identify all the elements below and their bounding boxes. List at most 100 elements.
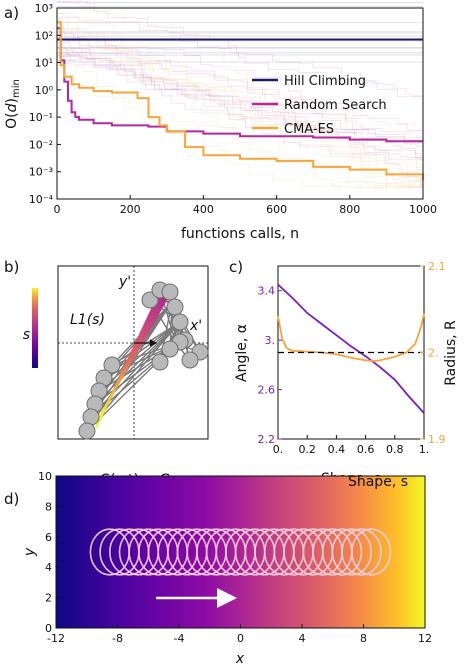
legend-random-search: Random Search [284,98,387,113]
background-trace [57,27,424,186]
panel-a-label: a) [4,4,19,22]
background-trace [57,13,424,188]
x-tick-label: 8 [360,632,367,645]
panel-c-ylabel-left: Angle, α [234,324,250,382]
background-trace [57,50,424,188]
panel-a-frame [56,7,424,200]
trajectory-loop [351,528,392,576]
panel-c-series [277,283,425,414]
background-trace [57,47,424,164]
link-rod [98,321,181,392]
background-trace [57,60,424,149]
panel-a-series [57,21,424,180]
y-tick-label: 4 [45,561,52,574]
panel-b-label: b) [4,258,19,276]
trajectory-loop [331,528,372,576]
panel-a-xlabel: functions calls, n [181,226,299,242]
panel-d-label: d) [4,490,19,508]
x-tick-label: 1000 [409,203,437,216]
series-line-radius [277,313,425,363]
x-tick-label: -4 [174,632,185,645]
background-trace [57,36,424,139]
background-trace [57,46,424,161]
panel-a-ylabel: O(d)min [4,79,22,129]
x-tick-label: 0. [273,443,284,456]
panel-b-colorbar [32,288,38,368]
panel-c-ylabel-right: Radius, R [443,320,459,386]
x-tick-label: 0 [54,203,61,216]
joint-ball [181,351,199,369]
background-trace [57,52,424,164]
background-trace [57,1,424,181]
joint-ball [103,356,121,374]
panel-d-xlabel: x [235,651,245,667]
panel-b-xprime-label: x' [189,318,202,334]
shape-curve [99,299,167,417]
y-tick-label: 10² [35,29,53,42]
background-trace [57,28,424,131]
x-tick-label: 12 [418,632,432,645]
y-right-tick-label: 2.1 [428,260,446,273]
y-tick-label: 10¹ [35,57,53,70]
background-trace [57,42,424,142]
x-tick-label: 0 [237,632,244,645]
panel-a-legend: Hill Climbing Random Search CMA-ES [252,74,387,137]
legend-cma-es: CMA-ES [284,122,334,137]
x-tick-label: 0.2 [298,443,316,456]
x-tick-label: 600 [266,203,287,216]
y-right-tick-label: 1.9 [428,433,446,446]
panel-d: d) S(x,t) = Gx -12-8-4048120246810Shape,… [4,470,432,667]
y-left-tick-label: 2.6 [258,384,276,397]
panel-b-colorbar-label: s [23,327,30,343]
joint-ball [82,408,100,426]
panel-c-label: c) [229,258,243,276]
background-trace [57,21,424,132]
background-trace [57,53,424,187]
y-tick-label: 6 [45,531,52,544]
panel-b: b) s y' x' L1(s) [4,258,209,440]
y-tick-label: 0 [45,622,52,635]
background-trace [57,33,424,183]
series-line-random-search [57,27,423,143]
panel-d-ylabel: y [22,547,38,557]
panel-c-ticks: 0. 0.2 0.4 0.6 0.8 1. 2.2 2.6 3. 3.4 1.9 2. 2.1 [258,260,446,456]
panel-a-background-traces [57,0,424,189]
trajectory-loop [321,528,363,576]
panel-d-loops [89,528,392,576]
joint-ball [78,422,96,440]
joint-ball [171,313,189,331]
panel-d-field [56,476,425,628]
panel-a-ticks: 0 200 400 600 800 1000 10⁻⁴ 10⁻³ 10⁻² 10⁻¹ 10⁰ 10¹ 1… [29,2,437,216]
joint-ball [151,353,169,371]
series-line-angle [277,283,425,414]
y-left-tick-label: 3. [265,334,276,347]
link-rod [90,321,181,418]
y-left-tick-label: 2.2 [258,433,276,446]
panel-d-shape-label: Shape, s [348,474,408,490]
background-trace [57,12,424,189]
y-tick-label: 10⁻⁴ [29,193,54,206]
x-tick-label: -12 [47,632,65,645]
x-tick-label: 1. [419,443,430,456]
x-tick-label: 0.6 [357,443,375,456]
background-trace [57,28,424,186]
background-trace [57,0,424,100]
y-tick-label: 10⁻¹ [29,111,53,124]
y-right-tick-label: 2. [428,347,439,360]
x-tick-label: 400 [193,203,214,216]
y-tick-label: 8 [45,500,52,513]
panel-c: c) 0. 0.2 0.4 0.6 0.8 1. 2.2 2.6 3. 3.4 1.9 2. 2.1 A… [229,258,459,487]
y-tick-label: 2 [45,592,52,605]
panel-b-curve-label: L1(s) [70,312,105,328]
y-tick-label: 10⁻² [29,138,53,151]
background-trace [57,55,424,166]
joint-ball [161,340,179,358]
x-tick-label: 0.8 [386,443,404,456]
joint-ball [161,283,179,301]
trajectory-loop [341,528,382,576]
panel-b-yprime-label: y' [118,274,131,290]
y-tick-label: 10 [38,470,52,483]
panel-a: a) 0 200 400 600 800 1000 10⁻⁴ 10⁻³ 10⁻² 10⁻¹ 10⁰ 1… [4,0,437,242]
x-tick-label: 800 [339,203,360,216]
